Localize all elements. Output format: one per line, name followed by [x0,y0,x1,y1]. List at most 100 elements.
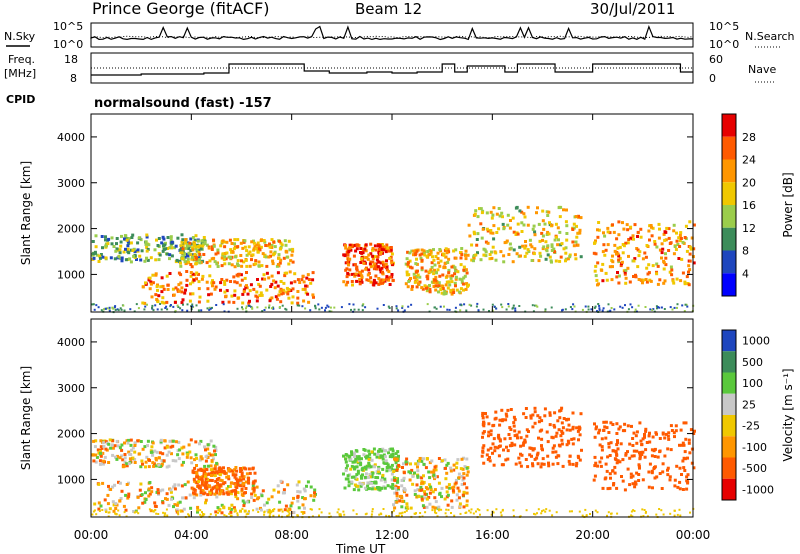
echo-cell [301,503,305,507]
echo-cell [658,472,662,475]
echo-cell [600,437,604,441]
echo-cell [465,491,469,495]
echo-cell [635,430,639,434]
echo-cell [104,508,108,512]
echo-cell [454,269,457,273]
echo-cell [246,292,250,296]
echo-cell [437,261,441,265]
echo-cell [433,475,437,479]
echo-cell [385,514,388,517]
echo-cell [252,486,256,490]
echo-cell [385,277,388,281]
echo-cell [248,299,251,303]
echo-cell [446,461,450,465]
echo-cell [348,243,352,247]
echo-cell [360,482,364,486]
echo-cell [183,252,187,256]
echo-cell [432,248,435,252]
colorbar-tick-label: -100 [742,441,767,454]
echo-cell [456,270,460,274]
echo-cell [260,494,264,498]
echo-cell [99,439,103,443]
echo-cell [346,474,350,478]
echo-cell [548,509,551,512]
echo-cell [446,286,450,290]
echo-cell [489,210,493,214]
echo-cell [450,280,454,284]
echo-cell [515,433,519,437]
echo-cell [119,244,123,248]
echo-cell [272,306,275,309]
echo-cell [419,488,423,492]
echo-cell [463,482,466,486]
echo-cell [475,243,479,247]
echo-cell [147,465,151,469]
echo-cell [497,433,501,437]
echo-cell [104,238,107,242]
echo-cell [272,488,276,492]
echo-cell [550,245,554,249]
echo-cell [111,485,115,489]
echo-cell [388,515,390,518]
echo-cell [608,265,612,269]
echo-cell [138,254,142,258]
echo-cell [389,248,393,252]
echo-cell [431,509,434,512]
echo-cell [610,278,614,282]
echo-cell [350,272,354,276]
echo-cell [104,235,107,239]
echo-cell [279,300,283,304]
echo-cell [658,450,662,454]
echo-cell [259,508,263,512]
echo-cell [407,273,411,277]
echo-cell [613,243,617,247]
echo-cell [180,484,184,488]
echo-cell [223,252,227,255]
echo-cell [467,223,471,227]
echo-cell [564,251,568,255]
echo-cell [160,308,163,311]
echo-cell [178,500,182,504]
echo-cell [611,254,614,258]
echo-cell [458,504,462,508]
echo-cell [191,292,195,296]
echo-cell [235,273,239,277]
echo-cell [544,310,547,313]
echo-cell [470,304,473,307]
echo-cell [97,306,100,309]
echo-cell [636,235,639,238]
echo-cell [392,470,396,473]
echo-cell [231,471,235,475]
echo-cell [367,268,371,272]
echo-cell [91,303,94,306]
echo-cell [355,265,359,269]
echo-cell [144,491,147,495]
echo-cell [240,264,244,268]
echo-cell [248,510,250,513]
echo-region [480,406,583,469]
echo-cell [513,443,517,447]
station-title: Prince George (fitACF) [92,0,270,18]
echo-cell [677,257,681,260]
echo-cell [688,451,692,455]
echo-cell [268,306,270,309]
nave-tick-top: 60 [709,53,723,66]
echo-cell [419,512,422,514]
echo-cell [378,244,382,248]
echo-cell [356,471,360,475]
echo-cell [119,240,123,244]
colorbar-segment [722,330,736,352]
echo-cell [131,446,135,450]
echo-cell [92,252,96,256]
echo-cell [147,278,151,282]
echo-cell [352,303,355,306]
echo-cell [607,511,610,514]
echo-cell [366,484,370,488]
echo-cell [107,442,111,446]
echo-cell [259,245,263,249]
echo-cell [492,463,496,467]
echo-cell [168,272,172,275]
echo-cell [391,455,394,459]
echo-cell [557,238,560,242]
echo-cell [364,454,367,458]
